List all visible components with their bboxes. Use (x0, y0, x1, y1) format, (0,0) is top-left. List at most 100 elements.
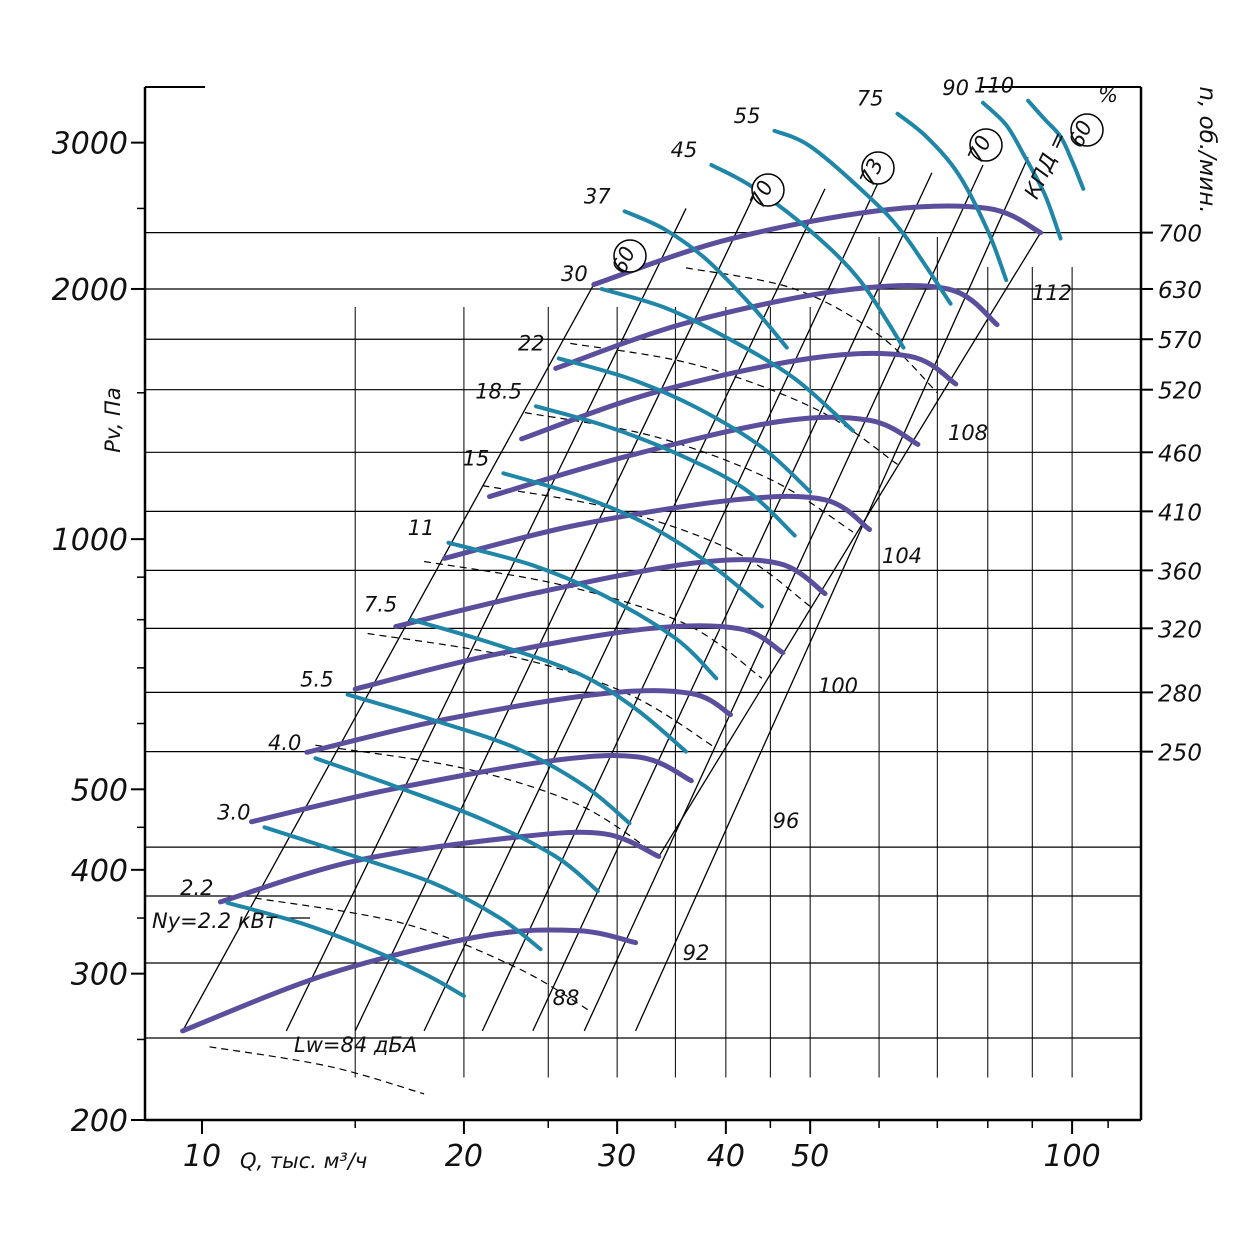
power-label: 3.0 (217, 800, 250, 824)
x-tick-label: 10 (183, 1139, 221, 1174)
noise-dashed-curve (570, 342, 898, 465)
power-curve (1026, 98, 1086, 191)
y-axis-label: Pv, Па (101, 387, 125, 452)
power-curve (446, 540, 719, 681)
power-curve (262, 825, 543, 952)
power-curve (409, 617, 688, 754)
noise-label: 96 (773, 809, 800, 833)
noise-dashed-curve (367, 632, 717, 749)
speed-label: 360 (1158, 559, 1202, 585)
power-curve (345, 692, 632, 826)
power-label: 18.5 (475, 379, 522, 403)
speed-curve (304, 688, 733, 755)
power-label: 5.5 (300, 668, 333, 692)
speed-label: 460 (1158, 441, 1202, 467)
power-curve (501, 471, 764, 609)
noise-dashed-curve (209, 1046, 425, 1095)
power-label: 4.0 (268, 731, 301, 755)
noise-label: 88 (553, 986, 580, 1010)
speed-label: 520 (1158, 379, 1202, 405)
curve-layer (180, 98, 1086, 1034)
power-curve (534, 404, 797, 538)
power-label: 55 (734, 104, 761, 128)
diagonal-line (354, 196, 754, 1032)
speed-label: 250 (1158, 741, 1202, 767)
speed-label: 280 (1158, 681, 1202, 707)
y-tick-label: 1000 (52, 523, 128, 558)
speed-curve (553, 283, 1000, 371)
speed-label: 570 (1158, 328, 1202, 354)
noise-annotation: Lw=84 дБА (294, 1033, 417, 1057)
noise-label: 112 (1032, 281, 1072, 305)
x-tick-label: 40 (707, 1139, 745, 1174)
efficiency-marker-circle (613, 239, 647, 273)
power-label: 30 (561, 262, 588, 286)
efficiency-marker-circle (861, 151, 895, 185)
diagonal-line (423, 188, 826, 1032)
power-curve (709, 163, 906, 350)
speed-label: 410 (1158, 500, 1202, 526)
efficiency-marker-circle (751, 173, 785, 207)
power-label: 37 (584, 184, 611, 208)
grid-layer (131, 86, 1153, 1134)
x-tick-label: 30 (598, 1139, 636, 1174)
noise-dashed-curve (315, 744, 654, 853)
power-label: 110 (974, 74, 1014, 98)
power-label: 2.2 (180, 876, 213, 900)
y-tick-label: 500 (71, 773, 128, 808)
power-label: 22 (518, 331, 545, 355)
x-axis-label: Q, тыс. м³/ч (240, 1149, 367, 1173)
speed-curve (393, 557, 828, 629)
speed-label: 320 (1158, 617, 1202, 643)
efficiency-unit: % (1098, 83, 1118, 107)
power-curve (556, 356, 813, 494)
noise-label: 108 (948, 421, 988, 445)
y-tick-label: 200 (71, 1104, 128, 1139)
speed-curve (180, 927, 639, 1034)
power-curve (313, 756, 600, 894)
x-tick-label: 20 (445, 1139, 483, 1174)
y-tick-label: 3000 (52, 127, 128, 162)
noise-label: 100 (818, 674, 858, 698)
speed-curve (591, 203, 1044, 287)
y2-axis-label: n, об./мин. (1194, 86, 1220, 213)
power-annotation: Ny=2.2 кВт (152, 909, 278, 933)
noise-dashed-curve (685, 267, 938, 394)
speed-label: 630 (1158, 278, 1202, 304)
y-tick-label: 400 (71, 854, 128, 889)
power-label: 15 (463, 446, 490, 470)
noise-label: 104 (882, 544, 922, 568)
power-label: 45 (671, 138, 698, 162)
speed-curve (487, 414, 921, 500)
noise-dashed-curve (524, 412, 854, 533)
x-tick-label: 100 (1043, 1139, 1100, 1174)
diagonal-line (182, 284, 595, 1032)
power-curve (599, 287, 855, 433)
power-label: 11 (408, 516, 435, 540)
speed-curve (519, 350, 959, 442)
diagonal-line (634, 157, 1029, 1032)
noise-label: 92 (683, 941, 710, 965)
efficiency-marker-circle (969, 128, 1003, 162)
efficiency-marker-circle (1070, 113, 1104, 147)
power-label: 75 (857, 87, 884, 111)
speed-curve (249, 752, 694, 825)
diagonal-line (583, 164, 984, 1032)
y-tick-label: 300 (71, 958, 128, 993)
power-curve (981, 100, 1063, 241)
label-layer: 200 300 400 500 1000 2000 3000 10 20 30 40 50 100 700… (52, 74, 1220, 1174)
noise-dashed-curve (254, 897, 592, 1013)
y-tick-label: 2000 (52, 273, 128, 308)
noise-dashed-curve (424, 560, 763, 679)
x-tick-label: 50 (791, 1139, 829, 1174)
power-curve (895, 111, 1009, 283)
diagonal-line (532, 172, 933, 1032)
speed-curve (442, 493, 872, 561)
power-curve (622, 209, 789, 350)
speed-curve (352, 623, 786, 692)
diagonal-line (481, 180, 880, 1032)
speed-curve (217, 829, 662, 905)
power-label: 90 (942, 76, 969, 100)
power-curve (772, 128, 953, 306)
